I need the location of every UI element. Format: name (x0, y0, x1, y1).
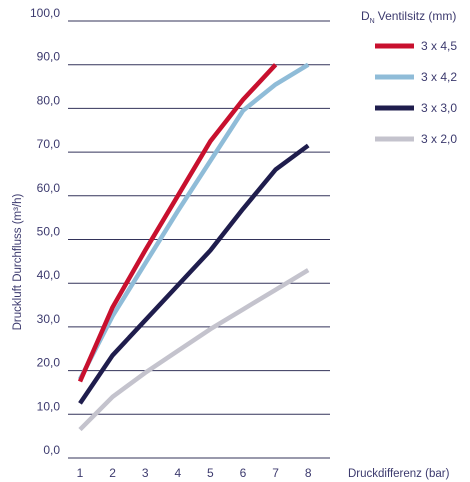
legend-label: 3 x 2,0 (421, 132, 457, 146)
y-tick-label: 90,0 (37, 50, 61, 64)
series-line-2 (78, 143, 310, 405)
series-lines (77, 62, 310, 432)
x-tick-labels: 1 2 3 4 5 6 7 8 (77, 466, 312, 480)
y-axis-title: Druckluft Durchfluss (m³/h) (12, 193, 24, 330)
legend: DN Ventilsitz (mm) 3 x 4,53 x 4,23 x 3,03… (361, 9, 457, 146)
legend-title-symbol: D (361, 9, 370, 23)
y-tick-labels: 0,0 10,0 20,0 30,0 40,0 50,0 60,0 70,0 80,0 90,0 1… (30, 6, 60, 457)
y-tick-label: 60,0 (37, 181, 61, 195)
y-tick-label: 0,0 (43, 443, 60, 457)
series-line-1 (77, 62, 310, 381)
x-axis-title: Druckdifferenz (bar) (348, 468, 450, 480)
y-tick-label: 30,0 (37, 312, 61, 326)
y-tick-label: 80,0 (37, 93, 61, 107)
y-tick-label: 70,0 (37, 137, 61, 151)
x-tick-label: 6 (240, 466, 247, 480)
x-tick-label: 5 (207, 466, 214, 480)
y-tick-label: 40,0 (37, 268, 61, 282)
legend-label: 3 x 4,5 (421, 39, 457, 53)
series-line-3 (78, 268, 310, 432)
x-tick-label: 7 (272, 466, 279, 480)
x-tick-label: 1 (77, 466, 84, 480)
y-tick-label: 20,0 (37, 356, 61, 370)
legend-label: 3 x 3,0 (421, 101, 457, 115)
series-line-0 (77, 63, 278, 383)
legend-title-subscript: N (370, 18, 375, 25)
x-tick-label: 3 (142, 466, 149, 480)
legend-title-text: Ventilsitz (mm) (378, 9, 457, 23)
legend-title: DN Ventilsitz (mm) (361, 9, 456, 25)
legend-label: 3 x 4,2 (421, 70, 457, 84)
grid-lines (68, 20, 330, 459)
x-tick-label: 2 (109, 466, 116, 480)
y-tick-label: 50,0 (37, 225, 61, 239)
y-tick-label: 10,0 (37, 399, 61, 413)
y-tick-label: 100,0 (30, 6, 60, 20)
x-tick-label: 8 (305, 466, 312, 480)
x-tick-label: 4 (174, 466, 181, 480)
legend-items: 3 x 4,5 3 x 4,2 3 x 3,0 3 x 2,0 (375, 39, 457, 146)
